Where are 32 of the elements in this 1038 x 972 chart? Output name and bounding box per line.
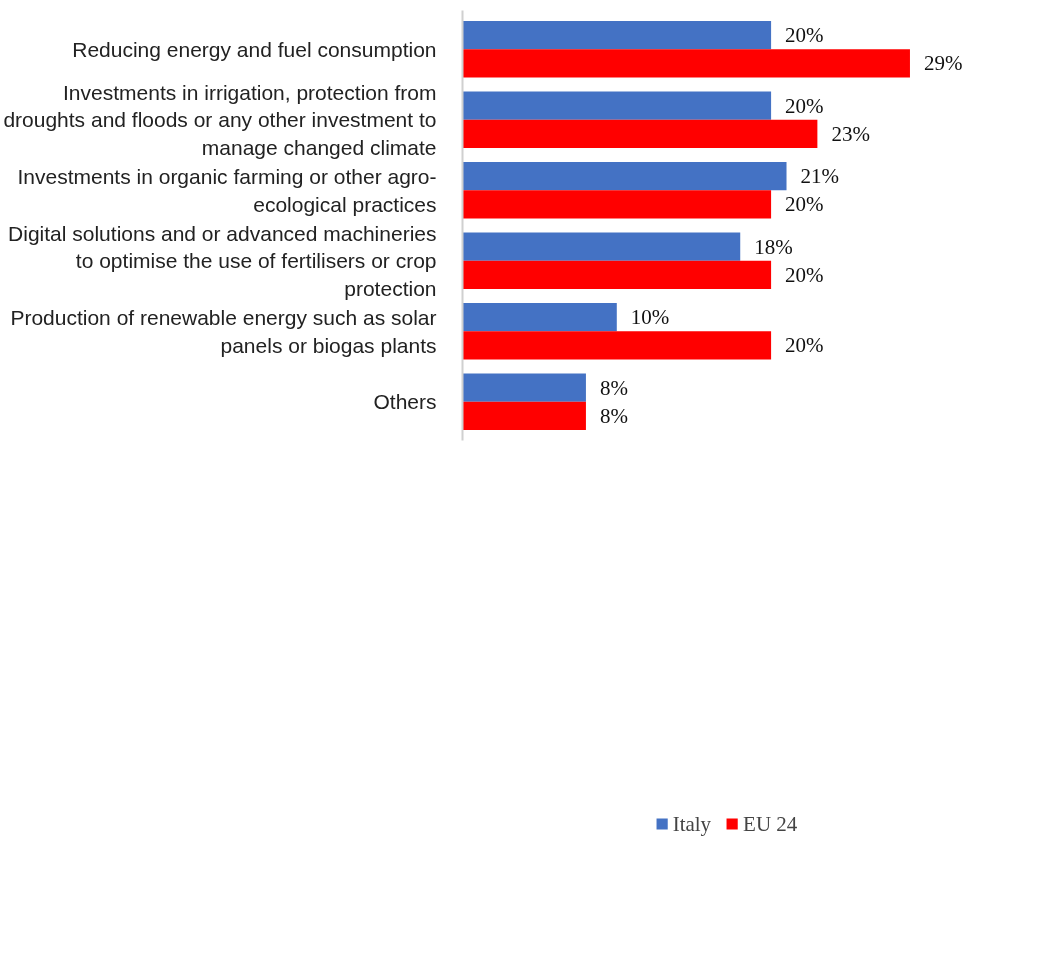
data-label: 29% — [923, 51, 963, 76]
data-label: 8% — [599, 375, 628, 400]
y-tick-label: Investments in irrigation, protection from droughts and floods or any other investment to manage changed climate — [3, 80, 437, 159]
y-tick-label: Production of renewable energy such as solar panels or biogas plants — [10, 305, 437, 357]
bar — [462, 373, 586, 402]
y-tick-label: Digital solutions and or advanced machineries to optimise the use of fertilisers or crop protection — [8, 221, 437, 300]
legend-label: Italy — [672, 811, 712, 837]
y-tick-label: Investments in organic farming or other agro-ecological practices — [17, 164, 437, 216]
bar — [462, 260, 772, 289]
data-label: 21% — [800, 164, 840, 189]
bar — [462, 190, 772, 219]
bar — [462, 401, 586, 430]
data-label: 23% — [831, 121, 870, 146]
legend-label: EU 24 — [743, 811, 798, 837]
data-label: 20% — [785, 93, 824, 118]
bar — [462, 91, 772, 120]
bar — [462, 49, 910, 78]
y-tick-label: Others — [373, 390, 437, 414]
y-tick-label: Reducing energy and fuel consumption — [72, 37, 437, 61]
data-label: 20% — [785, 333, 824, 358]
data-label: 20% — [785, 23, 824, 48]
bar — [462, 21, 772, 50]
data-label: 20% — [785, 192, 824, 217]
data-label: 20% — [785, 262, 824, 287]
bar — [462, 331, 772, 360]
bar — [462, 303, 617, 332]
bar — [462, 232, 741, 261]
data-label: 8% — [599, 403, 628, 428]
bar — [462, 162, 787, 191]
data-label: 10% — [630, 305, 670, 330]
data-label: 18% — [754, 234, 793, 259]
bar — [462, 119, 818, 148]
